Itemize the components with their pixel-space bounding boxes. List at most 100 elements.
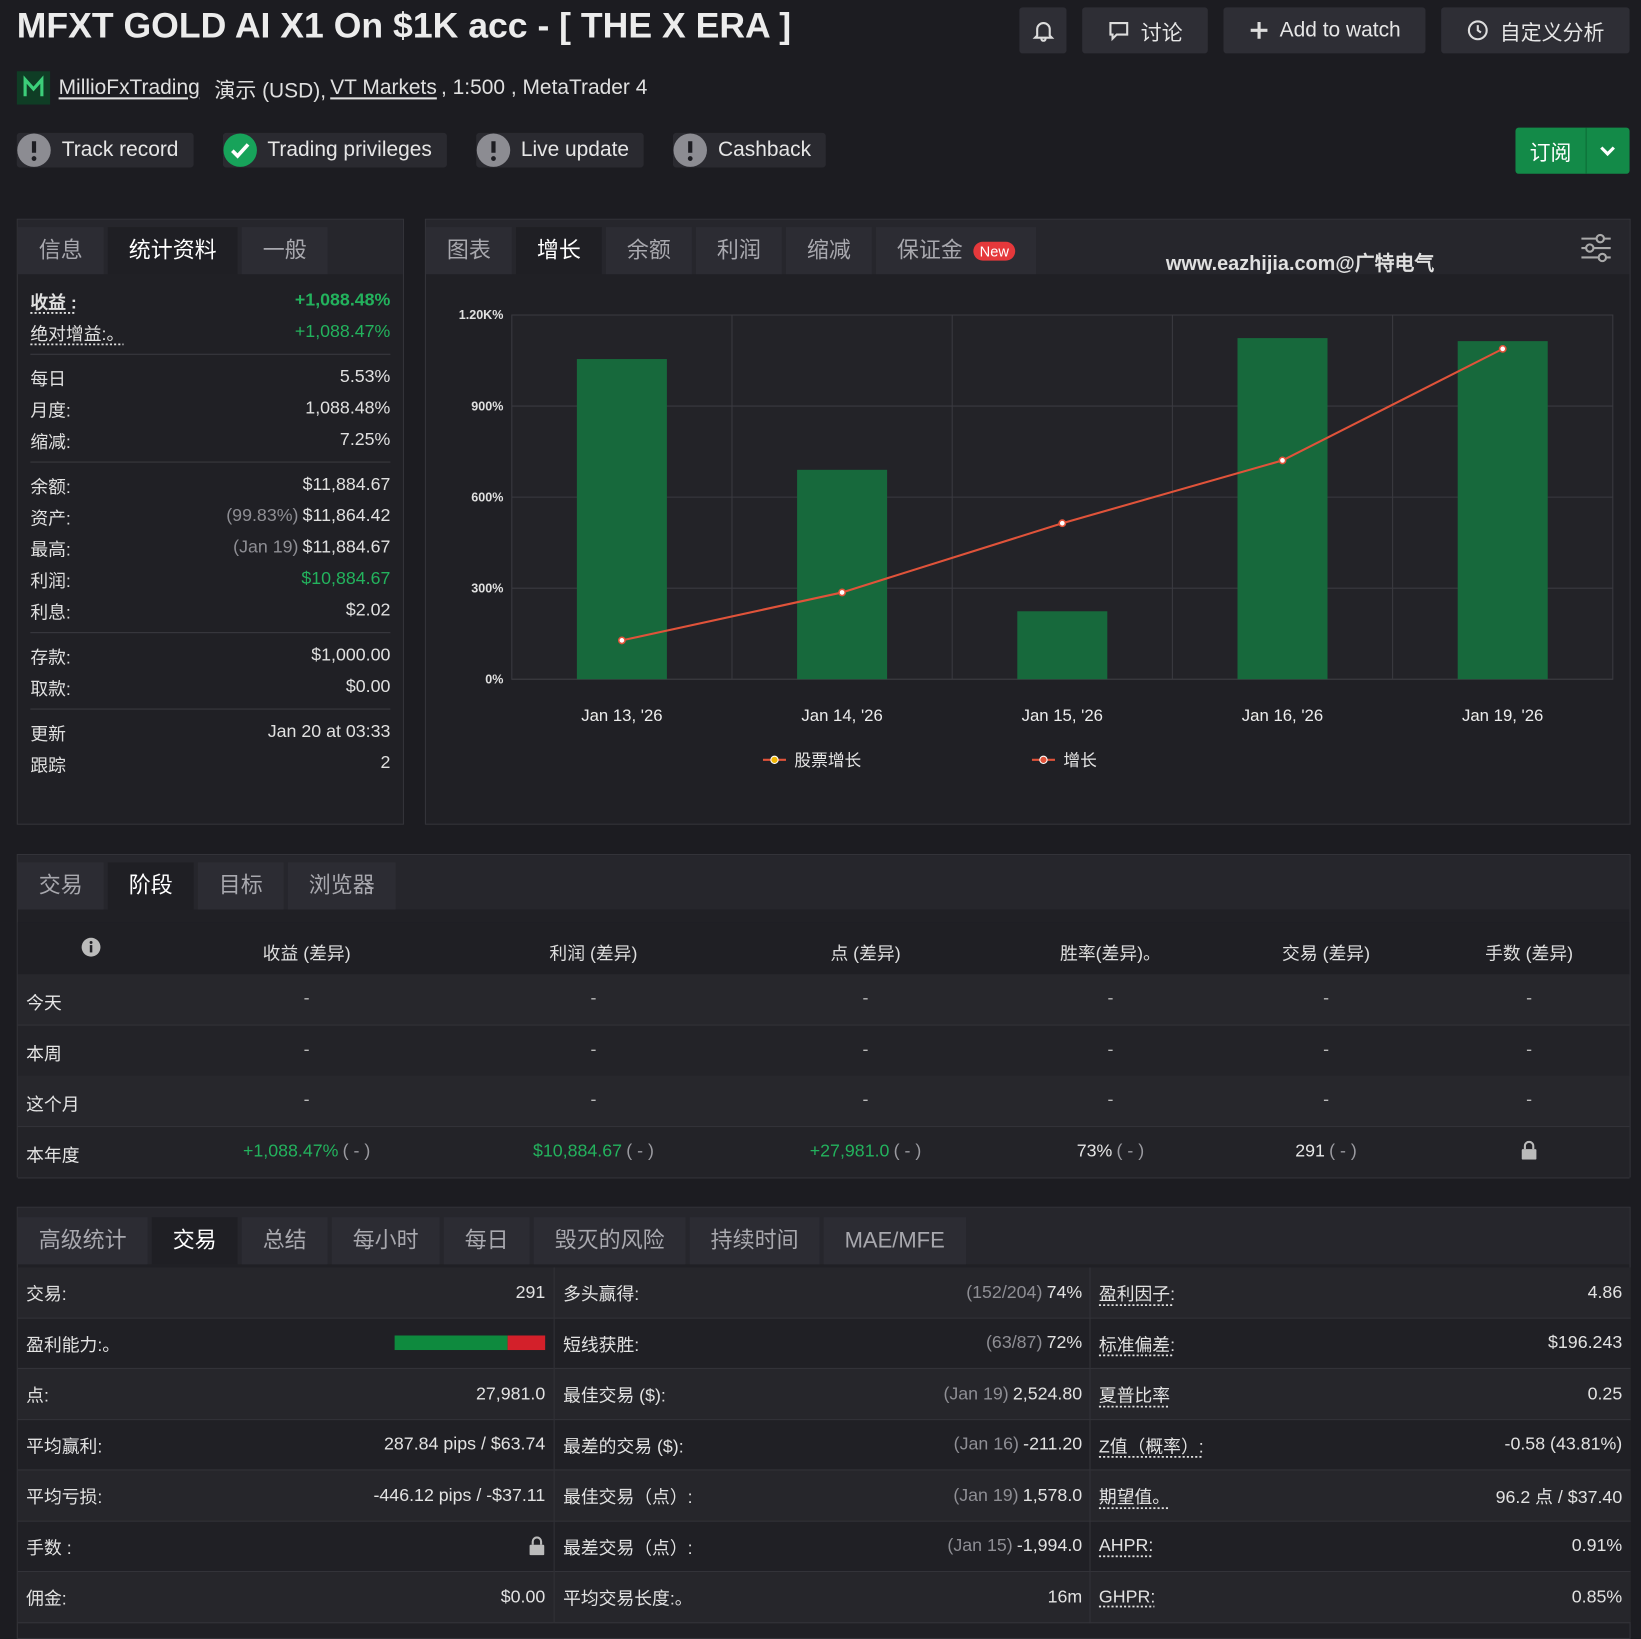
- tab[interactable]: 缩减: [785, 227, 872, 275]
- cell-value: -: [862, 1089, 869, 1110]
- column-header: 胜率(差异)。: [1060, 944, 1161, 964]
- row-label: 这个月: [26, 1094, 80, 1115]
- tab-label: 总结: [262, 1228, 307, 1253]
- tab[interactable]: 交易: [151, 1217, 238, 1265]
- tab[interactable]: 浏览器: [287, 862, 396, 910]
- stat-value: 2,524.80: [1012, 1383, 1083, 1404]
- stat-value: $11,884.67: [302, 474, 391, 494]
- stat-label: 点:: [26, 1385, 49, 1406]
- table-cell: -: [1372, 1090, 1641, 1111]
- tab[interactable]: 利润: [695, 227, 782, 275]
- stat-value: $11,864.42: [302, 505, 391, 526]
- stat-value-wrap: 287.84 pips / $63.74: [384, 1434, 545, 1455]
- tab[interactable]: 图表: [425, 227, 512, 275]
- stat-label: 缩减:: [30, 431, 71, 452]
- tab-label: 统计资料: [128, 238, 217, 263]
- stat-value: 287.84 pips / $63.74: [384, 1434, 546, 1454]
- stat-label: 更新: [30, 723, 66, 744]
- periods-table: 收益 (差异) 利润 (差异) 点 (差异) 胜率(差异)。 交易 (差异) 手数 (差异…: [17, 922, 1630, 1178]
- discuss-button[interactable]: 讨论: [1082, 7, 1208, 54]
- tab[interactable]: 一般: [241, 227, 328, 275]
- stat-value-wrap: 0.91%: [1572, 1536, 1622, 1557]
- settings-icon[interactable]: [1579, 232, 1612, 263]
- stat-row: 资产: (99.83%) $11,864.42: [30, 500, 390, 531]
- badge-label: Cashback: [718, 138, 812, 162]
- stat-label: 最差交易（点）:: [563, 1538, 693, 1559]
- advanced-panel: 高级统计 交易 总结 每小时 每日 毁灭的风险 持续时间 MAE/MFE 交易: 291 盈利能力…: [16, 1206, 1631, 1639]
- legend-label: 股票增长: [794, 751, 861, 770]
- tab[interactable]: 交易: [17, 862, 104, 910]
- column-header: 利润 (差异): [549, 944, 638, 964]
- stat-row: 收益 : +1,088.48%: [30, 285, 390, 316]
- tab-bar: 高级统计 交易 总结 每小时 每日 毁灭的风险 持续时间 MAE/MFE: [17, 1207, 1630, 1265]
- stat-value-wrap: 0.25: [1588, 1383, 1623, 1404]
- watch-button[interactable]: Add to watch: [1223, 7, 1426, 54]
- cell-value: -: [1107, 1089, 1114, 1110]
- stat-label: 月度:: [30, 400, 71, 421]
- stat-row: 最差的交易 ($): (Jan 16) -211.20: [554, 1419, 1091, 1471]
- badge-icon: [476, 133, 511, 168]
- tab[interactable]: 余额: [605, 227, 692, 275]
- tab[interactable]: 统计资料: [107, 227, 238, 275]
- table-cell: -: [709, 988, 1023, 1009]
- stat-value-wrap: 1,088.48%: [305, 398, 390, 419]
- cell-value: $10,884.67: [532, 1140, 623, 1161]
- stat-note: (Jan 15): [947, 1535, 1013, 1556]
- y-tick-label: 900%: [471, 399, 503, 413]
- analysis-button[interactable]: 自定义分析: [1441, 7, 1630, 54]
- line-point: [617, 636, 626, 645]
- legend-marker: [770, 755, 779, 765]
- tab[interactable]: 信息: [17, 227, 104, 275]
- badge-label: Trading privileges: [267, 138, 432, 162]
- tab-label: 图表: [446, 238, 491, 263]
- stat-row: 手数 :: [17, 1521, 554, 1572]
- stat-label: 最高:: [30, 539, 71, 560]
- x-tick-label: Jan 14, '26: [801, 706, 882, 725]
- chat-icon: [1109, 21, 1129, 42]
- broker-link[interactable]: VT Markets: [330, 75, 437, 99]
- tab[interactable]: 目标: [197, 862, 284, 910]
- table-row: 今天 - - - - - -: [17, 974, 1630, 1026]
- y-tick-label: 0%: [485, 672, 503, 686]
- tab[interactable]: 增长: [515, 227, 602, 275]
- stat-label: 平均交易长度:。: [563, 1589, 693, 1609]
- tab[interactable]: 保证金 New: [876, 227, 1037, 275]
- stat-label: 交易:: [26, 1284, 67, 1305]
- stat-label: Z值（概率）:: [1098, 1436, 1204, 1457]
- owner-avatar: [16, 71, 51, 105]
- cell-diff: ( - ): [893, 1140, 922, 1161]
- table-cell: -: [953, 1090, 1267, 1111]
- stat-value: 74%: [1046, 1281, 1083, 1302]
- stat-row: 跟踪 2: [30, 747, 390, 778]
- tab[interactable]: 持续时间: [689, 1217, 820, 1265]
- notify-button[interactable]: [1019, 7, 1067, 54]
- cell-value: -: [862, 987, 869, 1008]
- x-tick-label: Jan 15, '26: [1022, 706, 1103, 725]
- tab[interactable]: 毁灭的风险: [533, 1217, 686, 1265]
- stat-value: +1,088.47%: [294, 321, 391, 342]
- cell-value: -: [590, 1089, 597, 1110]
- stat-group: 更新 Jan 20 at 03:33 跟踪 2: [30, 710, 390, 785]
- owner-link[interactable]: MillioFxTrading: [58, 75, 200, 99]
- tab-label: 每小时: [352, 1228, 419, 1253]
- stat-label: 跟踪: [30, 755, 66, 776]
- table-cell: 291( - ): [1169, 1140, 1483, 1161]
- tab[interactable]: 每日: [443, 1217, 530, 1265]
- tab[interactable]: 阶段: [107, 862, 194, 910]
- table-cell: +27,981.0( - ): [709, 1140, 1023, 1161]
- tab[interactable]: MAE/MFE: [823, 1217, 966, 1265]
- tab[interactable]: 每小时: [331, 1217, 440, 1265]
- stat-row: 余额: $11,884.67: [30, 469, 390, 500]
- tab-label: 一般: [262, 238, 307, 263]
- bell-icon: [1032, 21, 1054, 42]
- badge: Track record: [16, 132, 194, 168]
- stat-value-wrap: (63/87) 72%: [986, 1333, 1082, 1354]
- stat-label: AHPR:: [1098, 1535, 1154, 1556]
- tab[interactable]: 总结: [241, 1217, 328, 1265]
- subscribe-button[interactable]: 订阅: [1515, 127, 1630, 174]
- row-label: 本周: [26, 1043, 62, 1064]
- stat-value-wrap: (Jan 15) -1,994.0: [947, 1536, 1082, 1557]
- stat-label: 平均赢利:: [26, 1436, 103, 1457]
- tab-bar: 信息 统计资料 一般: [17, 219, 403, 275]
- tab[interactable]: 高级统计: [17, 1217, 148, 1265]
